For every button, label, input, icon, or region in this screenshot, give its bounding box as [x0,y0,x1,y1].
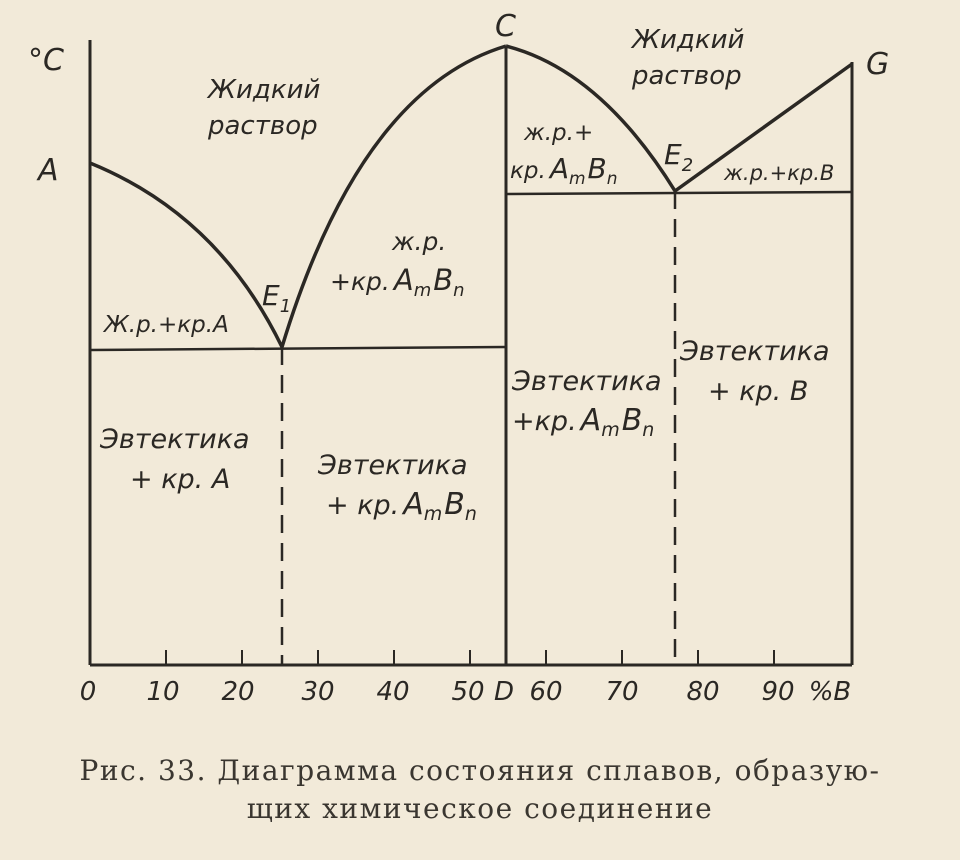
y-unit-label: °C [28,43,64,78]
liquidus-E1-C [280,44,507,348]
region-liquid-left-line2: раствор [207,111,318,141]
region-liq-plus-B: ж.р.+кр.B [723,161,834,185]
region-eut-plus-AmBn-right: Эвтектика +кр. AmBn [511,366,662,441]
region-eut-plus-B-line1: Эвтектика [679,336,830,367]
eutectic-line-2 [505,190,853,196]
eutectic-line-1 [89,345,507,352]
caption-line-1: Рис. 33. Диаграмма состояния сплавов, об… [79,754,881,787]
point-E1-label: E1 [262,279,291,317]
region-liquid-left: Жидкий раствор [206,75,320,141]
region-eut-plus-A-line1: Эвтектика [99,424,250,455]
region-eut-plus-AmBn-left: Эвтектика + кр. AmBn [317,450,477,525]
x-tick-label: 70 [605,677,638,707]
x-tick-marks [165,650,775,665]
region-eut-plus-AmBn-right-line2: +кр. AmBn [512,403,654,441]
point-C-label: C [495,9,516,44]
region-liq-plus-AmBn-left: ж.р. +кр. AmBn [330,227,465,301]
region-liq-plus-AmBn-right-line2: кр. AmBn [510,152,618,189]
x-tick-label: 90 [761,677,794,707]
x-tick-label: 50 [451,677,484,707]
liquidus-E2-G [673,62,854,193]
point-E2-label: E2 [664,138,693,176]
x-tick-label: 0 [80,677,97,707]
figure-caption: Рис. 33. Диаграмма состояния сплавов, об… [0,752,960,828]
x-tick-label: 10 [146,677,179,707]
phase-diagram: °C 0 10 20 30 40 50 D 60 70 80 90 %B A C… [28,9,889,707]
caption-line-2: щих химическое соединение [246,792,714,825]
liquidus-A-E1 [89,161,284,348]
x-tick-label: 60 [529,677,562,707]
region-liquid-right: Жидкий раствор [630,25,744,91]
region-liq-plus-AmBn-left-line1: ж.р. [391,227,446,256]
liquidus-C-E2 [505,44,677,192]
x-tick-label: 40 [376,677,409,707]
region-liquid-left-line1: Жидкий [206,75,320,105]
region-eut-plus-AmBn-right-line1: Эвтектика [511,366,662,397]
region-liquid-right-line2: раствор [631,61,742,91]
region-liq-plus-AmBn-right-line1: ж.р.+ [523,120,593,146]
x-tick-label: 20 [221,677,254,707]
region-eut-plus-AmBn-left-line1: Эвтектика [317,450,468,481]
region-eut-plus-AmBn-left-line2: + кр. AmBn [326,487,477,525]
x-tick-label-unit: %B [809,677,852,707]
region-eut-plus-A-line2: + кр. A [130,464,230,495]
x-tick-label: 80 [686,677,719,707]
x-tick-label-D: D [494,677,514,707]
region-liq-plus-AmBn-left-line2: +кр. AmBn [330,263,465,301]
point-A-label: A [36,153,59,188]
region-eut-plus-B-line2: + кр. B [708,376,808,407]
region-eut-plus-B: Эвтектика + кр. B [679,336,830,407]
region-liquid-right-line1: Жидкий [630,25,744,55]
point-G-label: G [866,47,889,82]
x-tick-label: 30 [301,677,334,707]
x-tick-labels: 0 10 20 30 40 50 D 60 70 80 90 %B [80,677,852,707]
region-eut-plus-A: Эвтектика + кр. A [99,424,250,495]
region-liq-plus-AmBn-right: ж.р.+ кр. AmBn [510,120,618,189]
region-liq-plus-A: Ж.р.+кр.A [102,312,229,338]
